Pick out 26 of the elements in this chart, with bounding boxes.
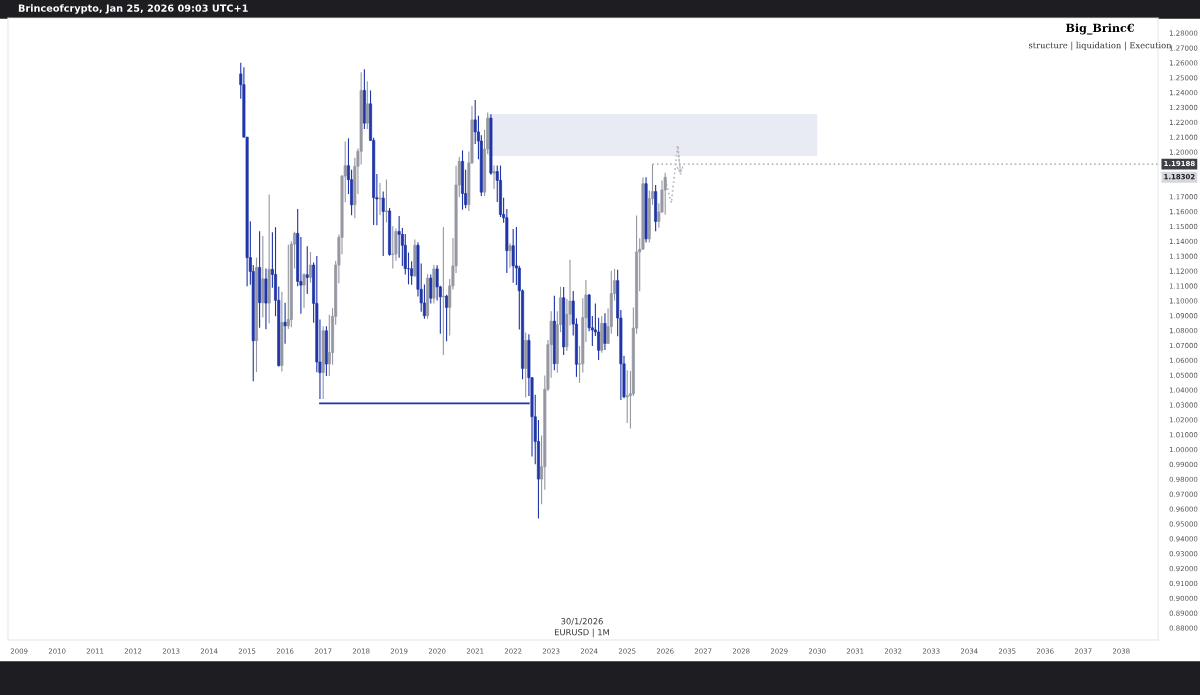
candlestick	[508, 242, 512, 269]
annotation: Big_Brinc€	[1066, 23, 1134, 35]
candlestick	[365, 80, 369, 130]
candlestick	[261, 235, 265, 319]
candlestick	[603, 312, 607, 351]
chart-title: Brinceofcrypto, Jan 25, 2026 09:03 UTC+1	[18, 4, 248, 14]
candlestick	[308, 251, 312, 284]
candlestick	[461, 149, 464, 211]
candlestick	[254, 257, 258, 373]
candlestick	[391, 225, 395, 270]
candlestick	[305, 245, 309, 295]
candlestick	[445, 294, 449, 342]
candlestick	[378, 182, 382, 216]
candlestick	[492, 164, 496, 190]
candlestick	[435, 264, 439, 301]
candlestick	[429, 274, 433, 305]
annotation: EURUSD | 1M	[555, 628, 609, 638]
candlestick	[663, 172, 667, 216]
candlestick	[384, 178, 388, 224]
candlestick	[286, 244, 290, 330]
candlestick	[283, 302, 287, 345]
candlestick	[441, 226, 445, 356]
annotation: 30/1/2026	[561, 618, 603, 626]
candlestick	[381, 191, 385, 257]
candlestick	[302, 272, 306, 309]
candlestick	[511, 228, 515, 284]
